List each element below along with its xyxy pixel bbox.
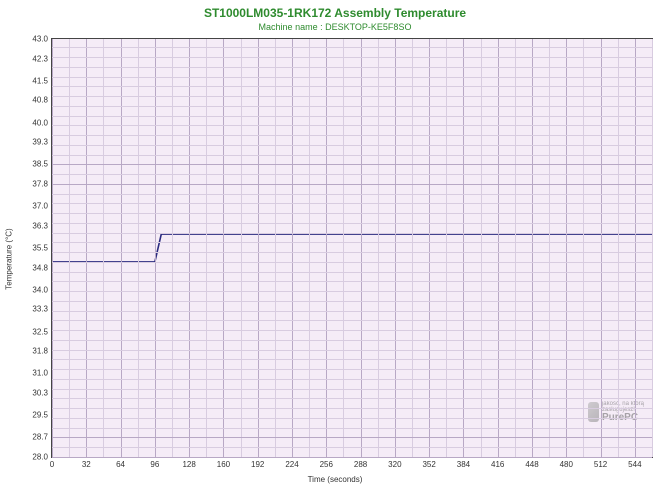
watermark-icon <box>588 402 599 422</box>
y-tick-label: 30.3 <box>32 388 48 397</box>
y-tick-label: 35.5 <box>32 244 48 253</box>
y-axis-label: Temperature (°C) <box>5 228 14 289</box>
x-tick-label: 64 <box>116 460 125 469</box>
y-tick-label: 31.0 <box>32 369 48 378</box>
y-tick-label: 34.0 <box>32 285 48 294</box>
y-tick-label: 29.5 <box>32 411 48 420</box>
x-tick-label: 192 <box>251 460 264 469</box>
chart: Temperature (°C) jakość, na którą zasług… <box>15 36 655 482</box>
chart-title: ST1000LM035-1RK172 Assembly Temperature <box>0 0 670 20</box>
x-tick-label: 384 <box>457 460 470 469</box>
x-tick-label: 352 <box>422 460 435 469</box>
y-tick-label: 43.0 <box>32 35 48 44</box>
x-tick-label: 32 <box>82 460 91 469</box>
y-tick-label: 33.3 <box>32 305 48 314</box>
x-tick-label: 544 <box>628 460 641 469</box>
x-tick-label: 96 <box>150 460 159 469</box>
x-tick-label: 416 <box>491 460 504 469</box>
y-tick-label: 31.8 <box>32 347 48 356</box>
y-tick-label: 37.0 <box>32 202 48 211</box>
x-tick-label: 512 <box>594 460 607 469</box>
y-tick-label: 41.5 <box>32 76 48 85</box>
y-tick-label: 28.7 <box>32 433 48 442</box>
y-tick-label: 37.8 <box>32 179 48 188</box>
x-tick-label: 128 <box>182 460 195 469</box>
x-tick-label: 320 <box>388 460 401 469</box>
x-tick-label: 256 <box>320 460 333 469</box>
chart-subtitle: Machine name : DESKTOP-KE5F8SO <box>0 20 670 32</box>
x-tick-label: 224 <box>285 460 298 469</box>
y-tick-label: 36.3 <box>32 221 48 230</box>
y-tick-label: 28.0 <box>32 453 48 462</box>
y-tick-label: 38.5 <box>32 160 48 169</box>
x-tick-label: 0 <box>50 460 54 469</box>
plot-area: jakość, na którą zasługujesz! PurePC 032… <box>51 38 653 458</box>
y-tick-label: 34.8 <box>32 263 48 272</box>
data-line <box>52 234 652 262</box>
y-tick-label: 40.0 <box>32 118 48 127</box>
x-tick-label: 288 <box>354 460 367 469</box>
y-tick-label: 32.5 <box>32 327 48 336</box>
y-tick-label: 40.8 <box>32 96 48 105</box>
x-tick-label: 160 <box>217 460 230 469</box>
y-tick-label: 42.3 <box>32 54 48 63</box>
y-tick-label: 39.3 <box>32 138 48 147</box>
x-tick-label: 480 <box>560 460 573 469</box>
x-axis-label: Time (seconds) <box>308 475 363 484</box>
x-tick-label: 448 <box>525 460 538 469</box>
